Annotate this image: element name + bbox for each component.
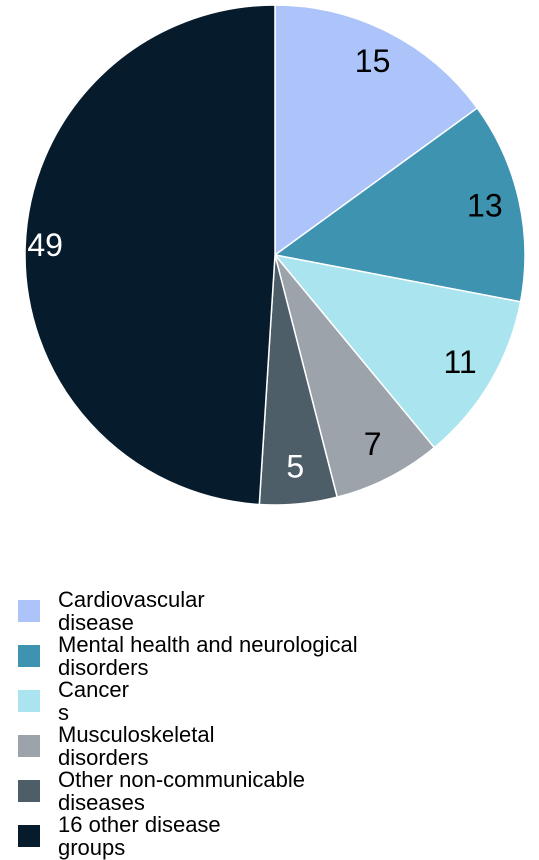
legend-label: Other non-communicable diseases (58, 767, 306, 815)
slice-label: 7 (364, 426, 382, 462)
legend-label: Cancers (58, 677, 129, 725)
slice-label: 49 (27, 227, 63, 263)
slice-label: 5 (286, 448, 304, 484)
legend-swatch (18, 690, 40, 712)
legend-swatch (18, 780, 40, 802)
pie-slice (274, 254, 436, 499)
pie-slice (274, 4, 479, 257)
legend-label: Musculoskeletal disorders (58, 722, 215, 770)
slice-label: 15 (355, 43, 391, 79)
pie-slice (24, 4, 276, 506)
legend-swatch (18, 735, 40, 757)
slice-label: 11 (443, 344, 476, 380)
legend-swatch (18, 825, 40, 847)
slice-label: 13 (467, 188, 503, 224)
chart: 15 13 11 7 5 49 (24, 4, 526, 506)
legend-label: Mental health and neurological disorders (58, 632, 358, 680)
legend-swatch (18, 600, 40, 622)
pie-slice (273, 253, 522, 449)
legend-label: 16 other disease groups (58, 812, 221, 860)
legend-label: Cardiovascular disease (58, 587, 205, 635)
pie-slice (273, 107, 526, 303)
legend-swatch (18, 645, 40, 667)
